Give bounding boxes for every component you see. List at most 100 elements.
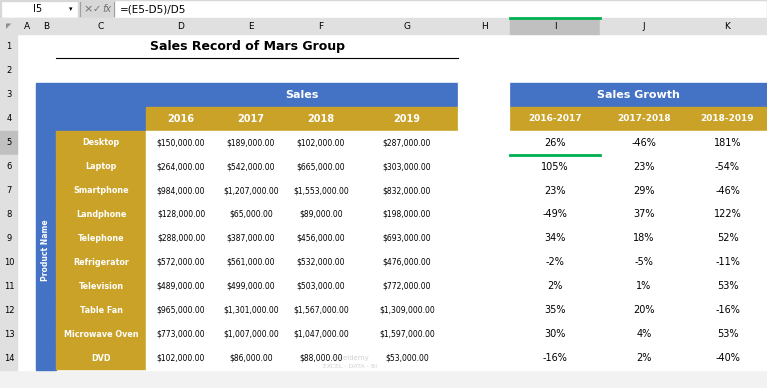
- Bar: [216, 298, 286, 322]
- Bar: [458, 107, 510, 131]
- Text: 4: 4: [6, 114, 12, 123]
- Bar: [0, 322, 18, 346]
- Bar: [56, 203, 146, 227]
- Bar: [356, 322, 458, 346]
- Bar: [458, 178, 510, 203]
- Bar: [688, 203, 767, 227]
- Text: 2018: 2018: [308, 114, 334, 124]
- Text: Sales: Sales: [285, 90, 318, 100]
- Text: 2016: 2016: [167, 114, 195, 124]
- Text: -49%: -49%: [542, 210, 568, 220]
- Bar: [36, 346, 56, 370]
- Text: $503,000.00: $503,000.00: [297, 282, 345, 291]
- Text: ▾: ▾: [69, 6, 73, 12]
- Text: ✓: ✓: [93, 4, 101, 14]
- Bar: [216, 250, 286, 274]
- Text: 53%: 53%: [716, 329, 739, 339]
- Bar: [688, 250, 767, 274]
- Text: $1,309,000.00: $1,309,000.00: [379, 306, 435, 315]
- Text: $476,000.00: $476,000.00: [383, 258, 431, 267]
- Bar: [688, 155, 767, 178]
- Bar: [510, 155, 600, 178]
- Text: DVD: DVD: [91, 353, 110, 362]
- Text: Landphone: Landphone: [76, 210, 127, 219]
- Text: 52%: 52%: [716, 234, 739, 243]
- Bar: [600, 203, 688, 227]
- Bar: [458, 298, 510, 322]
- Text: Refrigerator: Refrigerator: [73, 258, 129, 267]
- Text: fx: fx: [103, 4, 111, 14]
- Text: Table Fan: Table Fan: [80, 306, 123, 315]
- Bar: [510, 131, 767, 155]
- Text: 20%: 20%: [634, 305, 655, 315]
- Bar: [510, 322, 600, 346]
- Bar: [458, 131, 510, 155]
- Bar: [0, 155, 18, 178]
- Text: 1%: 1%: [637, 281, 652, 291]
- Bar: [688, 346, 767, 370]
- Text: $288,000.00: $288,000.00: [157, 234, 205, 243]
- Bar: [286, 322, 356, 346]
- Bar: [0, 131, 18, 155]
- Text: C: C: [98, 22, 104, 31]
- Bar: [56, 131, 146, 155]
- Bar: [0, 18, 18, 35]
- Bar: [36, 250, 56, 274]
- Text: ◤: ◤: [6, 24, 12, 29]
- Text: 2%: 2%: [637, 353, 652, 363]
- Bar: [56, 227, 146, 250]
- Bar: [36, 227, 56, 250]
- Bar: [36, 203, 56, 227]
- Text: 7: 7: [6, 186, 12, 195]
- Text: $965,000.00: $965,000.00: [156, 306, 206, 315]
- Bar: [146, 322, 216, 346]
- Text: $456,000.00: $456,000.00: [297, 234, 345, 243]
- Text: =(E5-D5)/D5: =(E5-D5)/D5: [120, 4, 186, 14]
- Text: 2017-2018: 2017-2018: [617, 114, 671, 123]
- Text: $1,301,000.00: $1,301,000.00: [223, 306, 279, 315]
- Bar: [0, 107, 18, 131]
- Bar: [286, 155, 356, 178]
- Text: Microwave Oven: Microwave Oven: [64, 330, 138, 339]
- Bar: [0, 298, 18, 322]
- Text: $303,000.00: $303,000.00: [383, 162, 431, 171]
- Text: $102,000.00: $102,000.00: [156, 353, 206, 362]
- Text: F: F: [318, 22, 324, 31]
- Bar: [56, 274, 146, 298]
- Bar: [600, 107, 688, 131]
- Bar: [458, 203, 510, 227]
- Bar: [36, 274, 56, 298]
- Text: 5: 5: [6, 138, 12, 147]
- Text: 2018-2019: 2018-2019: [701, 114, 754, 123]
- Text: $1,007,000.00: $1,007,000.00: [223, 330, 279, 339]
- Bar: [510, 83, 767, 370]
- Text: $189,000.00: $189,000.00: [227, 138, 275, 147]
- Text: $88,000.00: $88,000.00: [299, 353, 343, 362]
- Text: -40%: -40%: [715, 353, 740, 363]
- Text: 13: 13: [4, 330, 15, 339]
- Bar: [146, 107, 216, 131]
- Text: $984,000.00: $984,000.00: [156, 186, 206, 195]
- Bar: [286, 274, 356, 298]
- Text: K: K: [725, 22, 730, 31]
- Bar: [286, 18, 356, 35]
- Text: 34%: 34%: [545, 234, 566, 243]
- Text: $561,000.00: $561,000.00: [227, 258, 275, 267]
- Text: Sales Record of Mars Group: Sales Record of Mars Group: [150, 40, 344, 54]
- Bar: [510, 131, 600, 155]
- Text: $1,553,000.00: $1,553,000.00: [293, 186, 349, 195]
- Bar: [0, 83, 18, 107]
- Bar: [356, 203, 458, 227]
- Bar: [688, 298, 767, 322]
- Bar: [216, 203, 286, 227]
- Bar: [600, 274, 688, 298]
- Text: 29%: 29%: [634, 185, 655, 196]
- Bar: [688, 18, 767, 35]
- Bar: [216, 18, 286, 35]
- Bar: [0, 227, 18, 250]
- Text: 26%: 26%: [545, 138, 566, 148]
- Bar: [286, 298, 356, 322]
- Bar: [216, 322, 286, 346]
- Bar: [146, 131, 216, 155]
- Bar: [146, 18, 216, 35]
